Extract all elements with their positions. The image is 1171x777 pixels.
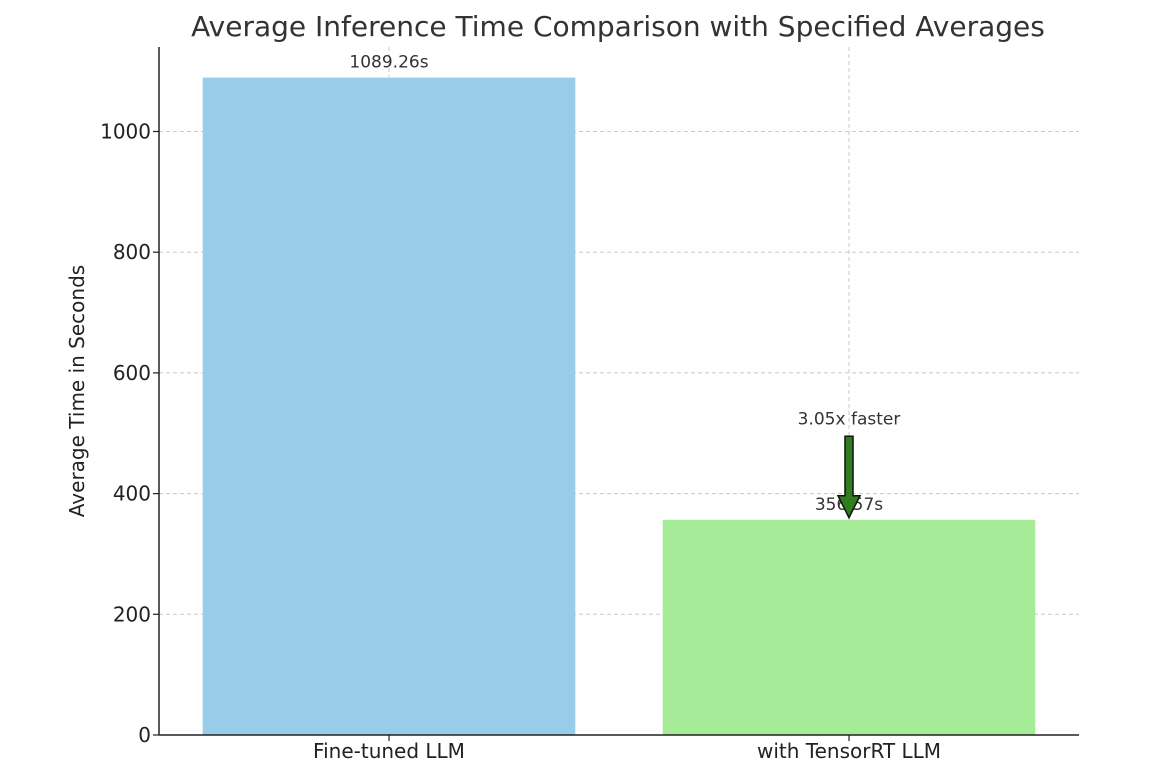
- bar-1: [662, 519, 1036, 735]
- x-tick-label: with TensorRT LLM: [757, 739, 941, 763]
- y-axis-label: Average Time in Seconds: [65, 265, 89, 517]
- y-tick-label: 600: [113, 361, 151, 385]
- bars-layer: [202, 77, 1036, 736]
- annotation-text: 3.05x faster: [798, 409, 901, 429]
- y-tick-label: 200: [113, 602, 151, 626]
- y-tick-label: 800: [113, 240, 151, 264]
- y-tick-label: 1000: [100, 119, 151, 143]
- bar-0: [202, 77, 576, 736]
- annotation-arrow: [836, 435, 862, 520]
- annotation-layer: 3.05x faster: [798, 409, 901, 520]
- bar-value-label: 1089.26s: [349, 53, 428, 73]
- axes-layer: [153, 47, 1079, 741]
- labels-layer: 0 200 400 600 800 1000 Fine-tuned LLM with Tens…: [100, 53, 941, 763]
- y-tick-label: 400: [113, 482, 151, 506]
- y-tick-label: 0: [138, 723, 151, 747]
- chart-title: Average Inference Time Comparison with S…: [191, 10, 1045, 43]
- x-tick-label: Fine-tuned LLM: [313, 739, 465, 763]
